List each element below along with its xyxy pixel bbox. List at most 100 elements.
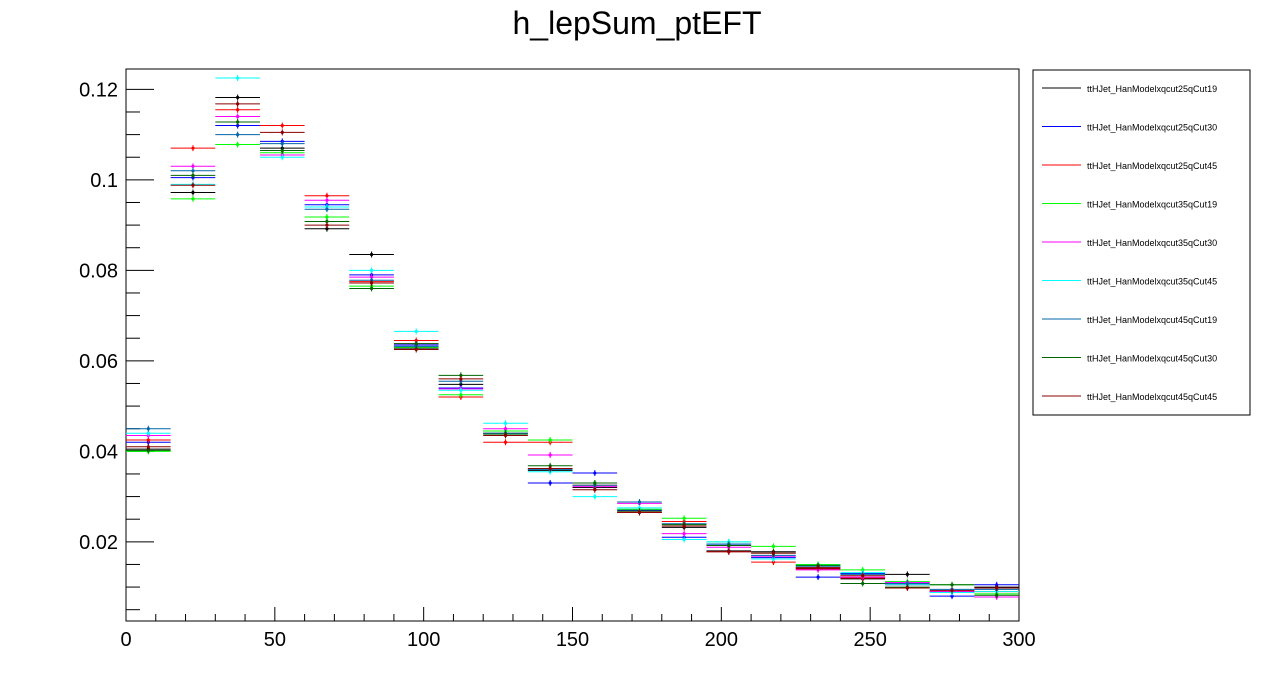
data-point	[682, 524, 686, 528]
legend-entry: ttHJet_HanModelxqcut25qCut30	[1087, 123, 1217, 133]
series-4	[126, 113, 1019, 601]
data-point	[950, 583, 954, 587]
data-point	[236, 114, 240, 119]
series-2	[126, 106, 1019, 595]
data-point	[593, 488, 597, 492]
data-point	[950, 589, 954, 593]
data-point	[369, 281, 374, 285]
x-tick-label: 200	[705, 629, 738, 651]
data-point	[816, 575, 820, 579]
data-point	[325, 194, 329, 198]
data-point	[325, 227, 329, 231]
data-point	[816, 566, 820, 570]
data-point	[280, 123, 284, 128]
data-point	[280, 130, 284, 134]
data-point	[995, 583, 999, 587]
y-axis: 0.02 0.04 0.06 0.08 0.1 0.12	[79, 79, 154, 611]
data-point	[146, 438, 150, 442]
data-point	[236, 142, 240, 147]
legend-entry: ttHJet_HanModelxqcut45qCut19	[1087, 315, 1217, 325]
data-point	[191, 183, 195, 187]
x-tick-label: 0	[120, 629, 131, 651]
data-point	[414, 329, 418, 334]
legend-entry: ttHJet_HanModelxqcut25qCut45	[1087, 161, 1217, 171]
data-point	[861, 574, 865, 578]
legend-entry: ttHJet_HanModelxqcut35qCut30	[1087, 238, 1217, 248]
legend-entry: ttHJet_HanModelxqcut35qCut19	[1087, 200, 1217, 210]
data-point	[236, 123, 240, 128]
data-point	[146, 448, 150, 453]
data-point	[503, 421, 508, 425]
data-point	[548, 438, 552, 442]
data-point	[771, 551, 776, 555]
data-point	[280, 142, 284, 146]
data-point	[414, 338, 418, 343]
y-tick-label: 0.02	[79, 532, 118, 554]
y-tick-label: 0.1	[90, 170, 118, 192]
data-point	[414, 342, 418, 346]
data-point	[325, 207, 329, 211]
data-marks	[126, 75, 1019, 601]
data-point	[950, 594, 954, 598]
data-point	[369, 252, 374, 257]
data-point	[146, 427, 150, 431]
legend-entry: ttHJet_HanModelxqcut45qCut45	[1087, 392, 1217, 402]
data-point	[414, 347, 418, 352]
y-tick-label: 0.06	[79, 351, 118, 373]
data-point	[325, 198, 329, 202]
x-tick-label: 300	[1002, 629, 1035, 651]
data-point	[146, 431, 150, 435]
data-point	[325, 219, 329, 224]
series-3	[126, 141, 1019, 597]
data-point	[369, 275, 374, 279]
y-tick-label: 0.04	[79, 441, 118, 463]
data-point	[236, 95, 240, 100]
data-point	[637, 506, 642, 510]
data-point	[593, 471, 597, 475]
data-point	[905, 581, 909, 586]
data-point	[771, 557, 776, 561]
data-point	[369, 268, 374, 272]
data-point	[637, 500, 642, 504]
series-7	[126, 118, 1019, 599]
data-point	[503, 433, 508, 438]
x-tick-label: 100	[407, 629, 440, 651]
data-point	[459, 382, 463, 386]
data-point	[191, 146, 195, 150]
data-point	[236, 120, 240, 124]
x-axis: 0 50 100 150 200 250 300	[120, 607, 1036, 651]
data-point	[459, 377, 463, 381]
legend-entry: ttHJet_HanModelxqcut45qCut30	[1087, 354, 1217, 364]
data-point	[280, 155, 284, 159]
data-point	[548, 481, 552, 485]
x-tick-label: 50	[264, 629, 286, 651]
data-point	[548, 466, 552, 471]
data-point	[191, 173, 195, 177]
data-point	[503, 440, 508, 444]
data-point	[236, 76, 240, 80]
data-point	[682, 532, 686, 536]
data-point	[771, 560, 776, 564]
data-point	[727, 543, 731, 548]
data-point	[593, 494, 597, 499]
data-point	[905, 586, 909, 590]
data-point	[236, 108, 240, 112]
data-point	[459, 373, 463, 377]
y-tick-label: 0.12	[79, 79, 118, 101]
data-point	[637, 510, 642, 515]
data-point	[548, 453, 552, 457]
data-point	[861, 581, 865, 586]
data-point	[682, 537, 686, 542]
data-point	[236, 102, 240, 106]
data-point	[191, 190, 195, 195]
data-point	[459, 393, 463, 397]
legend-entry: ttHJet_HanModelxqcut25qCut19	[1087, 84, 1217, 94]
plot-frame	[125, 68, 1020, 622]
legend-entry: ttHJet_HanModelxqcut35qCut45	[1087, 277, 1217, 287]
legend: ttHJet_HanModelxqcut25qCut19 ttHJet_HanMo…	[1032, 69, 1251, 416]
data-point	[503, 427, 508, 431]
data-point	[459, 388, 463, 392]
data-point	[325, 223, 329, 227]
series-5	[126, 75, 1019, 596]
